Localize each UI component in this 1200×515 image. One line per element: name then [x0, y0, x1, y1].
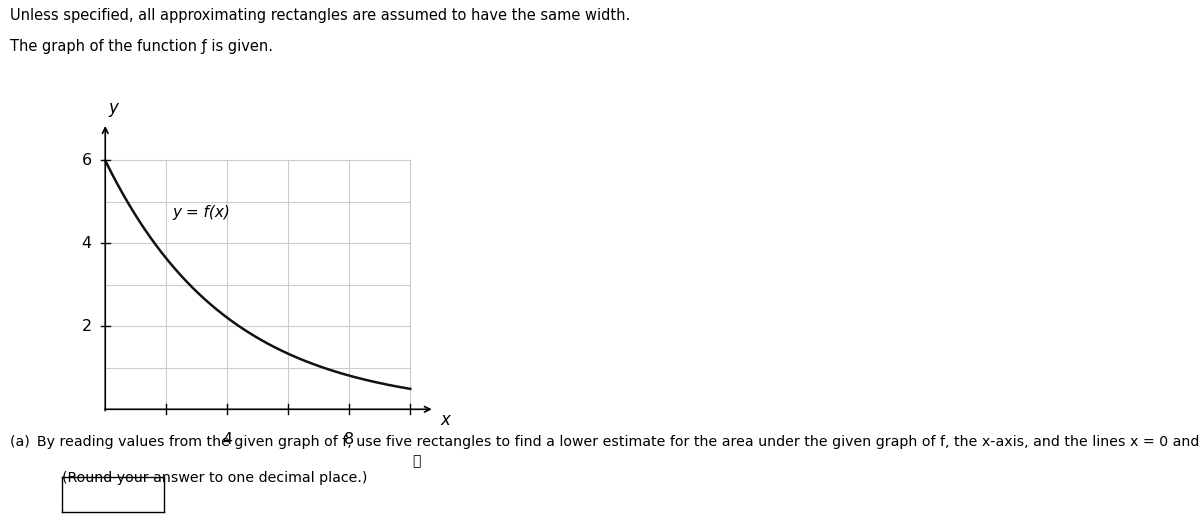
- Text: 2: 2: [82, 319, 91, 334]
- Text: ⓘ: ⓘ: [412, 454, 420, 468]
- Text: 4: 4: [82, 236, 91, 251]
- Text: (a) By reading values from the given graph of f, use five rectangles to find a l: (a) By reading values from the given gra…: [10, 435, 1200, 449]
- Text: Unless specified, all approximating rectangles are assumed to have the same widt: Unless specified, all approximating rect…: [10, 8, 630, 23]
- Text: 6: 6: [82, 153, 91, 168]
- Text: (Round your answer to one decimal place.): (Round your answer to one decimal place.…: [62, 471, 367, 485]
- Text: 4: 4: [222, 432, 233, 447]
- Text: y: y: [108, 99, 118, 117]
- Text: y = f(x): y = f(x): [173, 205, 230, 220]
- Text: 8: 8: [344, 432, 354, 447]
- Text: The graph of the function ƒ is given.: The graph of the function ƒ is given.: [10, 39, 272, 54]
- Text: x: x: [440, 410, 450, 428]
